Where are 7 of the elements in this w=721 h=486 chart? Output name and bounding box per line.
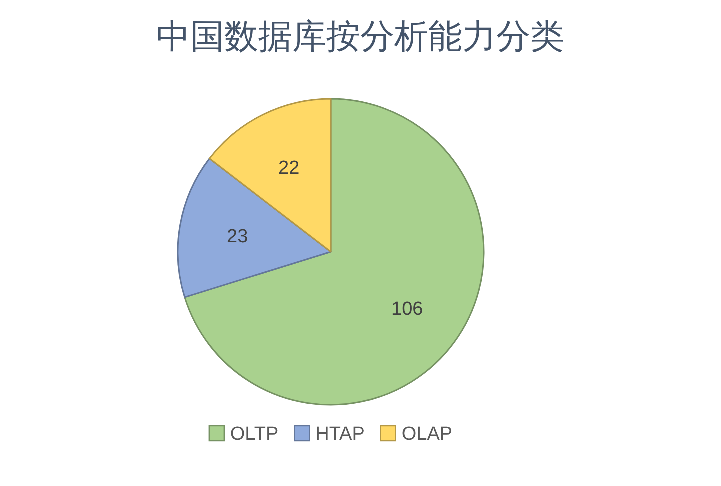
legend-label: OLAP xyxy=(402,424,453,445)
chart-title: 中国数据库按分析能力分类 xyxy=(156,19,564,56)
legend-label: OLTP xyxy=(230,424,279,445)
data-label: 106 xyxy=(392,299,424,320)
data-label: 23 xyxy=(227,226,248,248)
legend-label: HTAP xyxy=(316,424,365,445)
data-label: 22 xyxy=(278,158,300,179)
